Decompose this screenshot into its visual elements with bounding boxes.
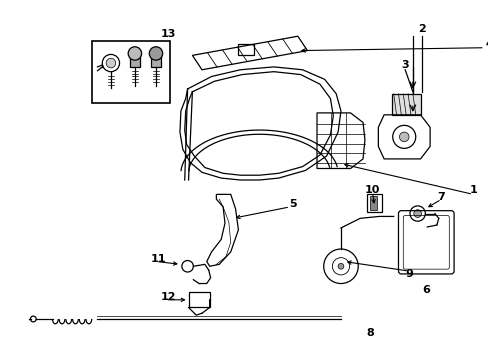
Bar bbox=[391, 94, 420, 115]
Text: 9: 9 bbox=[404, 269, 412, 279]
Text: 3: 3 bbox=[401, 60, 408, 70]
Text: 8: 8 bbox=[366, 328, 374, 338]
Text: 12: 12 bbox=[161, 292, 176, 302]
Circle shape bbox=[128, 47, 142, 60]
Circle shape bbox=[149, 47, 163, 60]
Text: 6: 6 bbox=[422, 285, 429, 295]
Text: 7: 7 bbox=[437, 192, 445, 202]
Text: 4: 4 bbox=[485, 39, 488, 49]
Bar bbox=[130, 54, 140, 67]
Circle shape bbox=[399, 132, 408, 141]
Text: 1: 1 bbox=[468, 185, 476, 195]
Text: 2: 2 bbox=[418, 23, 426, 33]
Text: 13: 13 bbox=[161, 29, 176, 39]
Text: 5: 5 bbox=[288, 199, 296, 209]
Bar bbox=[366, 194, 382, 212]
Bar bbox=[238, 44, 253, 55]
Bar bbox=[92, 41, 170, 103]
Text: 10: 10 bbox=[364, 185, 380, 195]
Circle shape bbox=[337, 264, 343, 269]
Bar bbox=[188, 292, 209, 307]
Bar bbox=[369, 196, 377, 210]
Bar bbox=[151, 54, 161, 67]
Circle shape bbox=[413, 210, 421, 217]
Circle shape bbox=[106, 58, 116, 68]
Text: 11: 11 bbox=[151, 253, 166, 264]
